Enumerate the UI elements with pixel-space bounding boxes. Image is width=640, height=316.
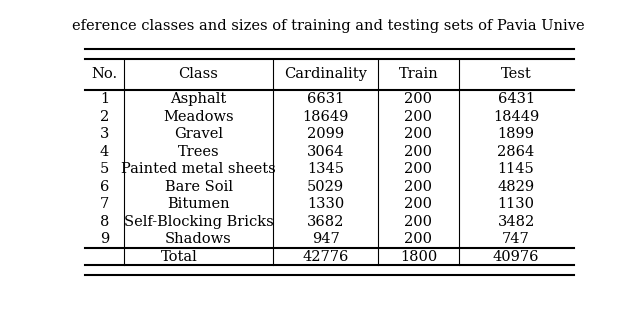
Text: Trees: Trees: [178, 144, 220, 159]
Text: 3682: 3682: [307, 215, 344, 229]
Text: 200: 200: [404, 110, 433, 124]
Text: 747: 747: [502, 232, 530, 246]
Text: Meadows: Meadows: [163, 110, 234, 124]
Text: Shadows: Shadows: [165, 232, 232, 246]
Text: 7: 7: [100, 197, 109, 211]
Text: 947: 947: [312, 232, 339, 246]
Text: Class: Class: [179, 67, 218, 82]
Text: 18649: 18649: [302, 110, 349, 124]
Text: 200: 200: [404, 232, 433, 246]
Text: 2864: 2864: [497, 144, 535, 159]
Text: 200: 200: [404, 92, 433, 106]
Text: Bare Soil: Bare Soil: [164, 179, 232, 194]
Text: 1: 1: [100, 92, 109, 106]
Text: 2099: 2099: [307, 127, 344, 141]
Text: Test: Test: [500, 67, 531, 82]
Text: Painted metal sheets: Painted metal sheets: [121, 162, 276, 176]
Text: 5029: 5029: [307, 179, 344, 194]
Text: 200: 200: [404, 144, 433, 159]
Text: Total: Total: [161, 250, 197, 264]
Text: 6: 6: [100, 179, 109, 194]
Text: 4829: 4829: [497, 179, 534, 194]
Text: Bitumen: Bitumen: [167, 197, 230, 211]
Text: No.: No.: [92, 67, 118, 82]
Text: 200: 200: [404, 215, 433, 229]
Text: 1145: 1145: [498, 162, 534, 176]
Text: 3: 3: [100, 127, 109, 141]
Text: 1130: 1130: [498, 197, 534, 211]
Text: 2: 2: [100, 110, 109, 124]
Text: Cardinality: Cardinality: [284, 67, 367, 82]
Text: 9: 9: [100, 232, 109, 246]
Text: 4: 4: [100, 144, 109, 159]
Text: 1330: 1330: [307, 197, 344, 211]
Text: 200: 200: [404, 127, 433, 141]
Text: 3482: 3482: [497, 215, 535, 229]
Text: 200: 200: [404, 197, 433, 211]
Text: 8: 8: [100, 215, 109, 229]
Text: 40976: 40976: [493, 250, 540, 264]
Text: 18449: 18449: [493, 110, 540, 124]
Text: Self-Blocking Bricks: Self-Blocking Bricks: [124, 215, 273, 229]
Text: 6431: 6431: [497, 92, 534, 106]
Text: 42776: 42776: [302, 250, 349, 264]
Text: Gravel: Gravel: [174, 127, 223, 141]
Text: 5: 5: [100, 162, 109, 176]
Text: 200: 200: [404, 162, 433, 176]
Text: eference classes and sizes of training and testing sets of Pavia Unive: eference classes and sizes of training a…: [72, 19, 584, 33]
Text: Train: Train: [399, 67, 438, 82]
Text: Asphalt: Asphalt: [170, 92, 227, 106]
Text: 1800: 1800: [400, 250, 437, 264]
Text: 6631: 6631: [307, 92, 344, 106]
Text: 3064: 3064: [307, 144, 344, 159]
Text: 1899: 1899: [498, 127, 534, 141]
Text: 200: 200: [404, 179, 433, 194]
Text: 1345: 1345: [307, 162, 344, 176]
